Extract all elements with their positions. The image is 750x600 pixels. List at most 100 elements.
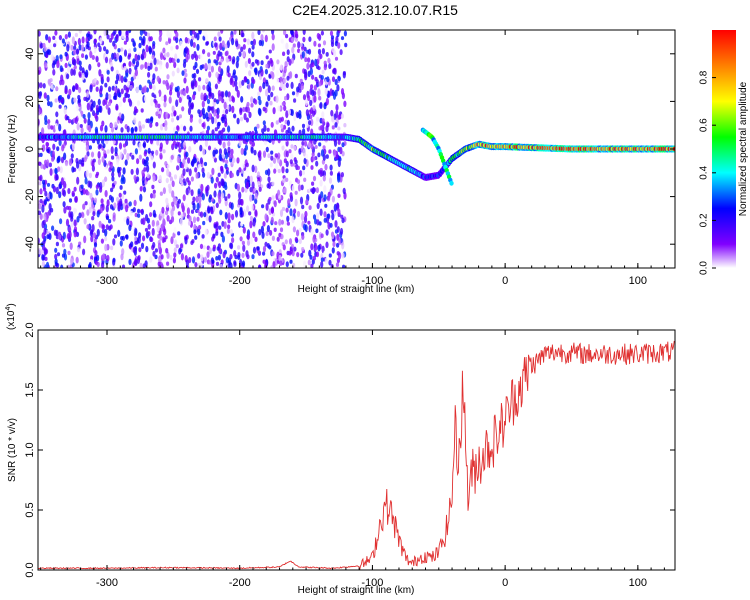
noise-speck [265, 202, 269, 211]
noise-speck [207, 145, 212, 151]
noise-speck [186, 207, 190, 215]
noise-speck [290, 30, 294, 35]
noise-speck [62, 231, 66, 240]
noise-speck [223, 101, 227, 110]
x-tick-label: -300 [96, 577, 118, 589]
noise-speck [212, 50, 216, 55]
noise-speck [252, 246, 257, 254]
noise-speck [252, 78, 256, 85]
noise-speck [324, 257, 328, 265]
noise-speck [190, 80, 194, 87]
noise-speck [87, 118, 91, 126]
noise-speck [152, 250, 156, 257]
noise-speck [323, 60, 327, 66]
noise-speck [319, 53, 323, 59]
noise-speck [134, 148, 138, 155]
noise-speck [216, 113, 220, 119]
noise-speck [38, 30, 41, 37]
noise-speck [66, 116, 70, 121]
noise-speck [139, 30, 143, 36]
noise-speck [171, 170, 175, 177]
noise-speck [114, 146, 118, 154]
noise-speck [161, 167, 165, 173]
noise-speck [251, 44, 255, 50]
noise-speck [113, 202, 117, 209]
noise-speck [314, 244, 318, 251]
noise-speck [73, 186, 77, 192]
noise-speck [157, 103, 161, 109]
noise-speck [270, 265, 274, 268]
noise-speck [57, 166, 61, 173]
noise-speck [323, 211, 327, 218]
noise-speck [246, 205, 250, 213]
noise-speck [62, 189, 66, 197]
noise-speck [246, 101, 250, 107]
x-tick-label: -200 [229, 275, 251, 287]
noise-speck [73, 97, 77, 103]
noise-speck [319, 170, 323, 177]
noise-speck [162, 149, 166, 154]
noise-speck [190, 38, 194, 47]
noise-speck [278, 254, 282, 262]
noise-speck [138, 247, 142, 253]
noise-speck [43, 92, 47, 99]
noise-speck [215, 261, 220, 266]
noise-speck [139, 186, 143, 192]
noise-speck [170, 236, 174, 245]
noise-speck [249, 215, 254, 222]
noise-speck [70, 221, 74, 228]
noise-speck [308, 36, 312, 42]
noise-speck [49, 78, 53, 83]
noise-speck [73, 65, 77, 70]
noise-speck [81, 44, 85, 52]
noise-speck [103, 153, 107, 158]
noise-speck [170, 209, 174, 217]
noise-speck [312, 156, 316, 161]
noise-speck [289, 247, 293, 255]
noise-speck [213, 98, 217, 103]
noise-speck [94, 126, 98, 133]
noise-speck [208, 71, 212, 78]
noise-speck [45, 34, 49, 41]
noise-speck [336, 251, 340, 256]
noise-speck [81, 53, 85, 58]
noise-speck [220, 58, 224, 63]
noise-speck [149, 84, 153, 90]
noise-speck [227, 91, 231, 98]
noise-speck [309, 67, 313, 75]
noise-speck [321, 118, 325, 123]
noise-speck [241, 163, 245, 169]
noise-speck [323, 217, 327, 223]
noise-speck [270, 207, 274, 214]
noise-speck [128, 30, 132, 34]
noise-speck [92, 100, 96, 108]
noise-speck [320, 75, 324, 80]
noise-speck [224, 184, 228, 191]
noise-speck [202, 245, 206, 250]
noise-speck [75, 256, 79, 264]
noise-speck [270, 91, 274, 98]
noise-speck [203, 212, 207, 218]
noise-speck [48, 162, 53, 168]
noise-speck [152, 193, 156, 199]
noise-speck [64, 161, 69, 167]
noise-speck [342, 264, 346, 268]
noise-speck [213, 224, 217, 229]
noise-speck [252, 231, 256, 239]
noise-speck [227, 212, 231, 220]
noise-speck [260, 60, 264, 66]
noise-speck [213, 59, 217, 64]
noise-speck [275, 70, 280, 77]
noise-speck [68, 59, 73, 65]
noise-speck [226, 40, 230, 49]
noise-speck [268, 196, 272, 202]
noise-speck [166, 51, 170, 58]
noise-speck [254, 193, 258, 200]
noise-speck [120, 75, 124, 83]
noise-speck [191, 239, 195, 244]
noise-speck [331, 115, 335, 123]
noise-speck [294, 73, 298, 79]
noise-speck [240, 147, 244, 156]
noise-speck [309, 255, 313, 260]
noise-speck [194, 167, 198, 173]
